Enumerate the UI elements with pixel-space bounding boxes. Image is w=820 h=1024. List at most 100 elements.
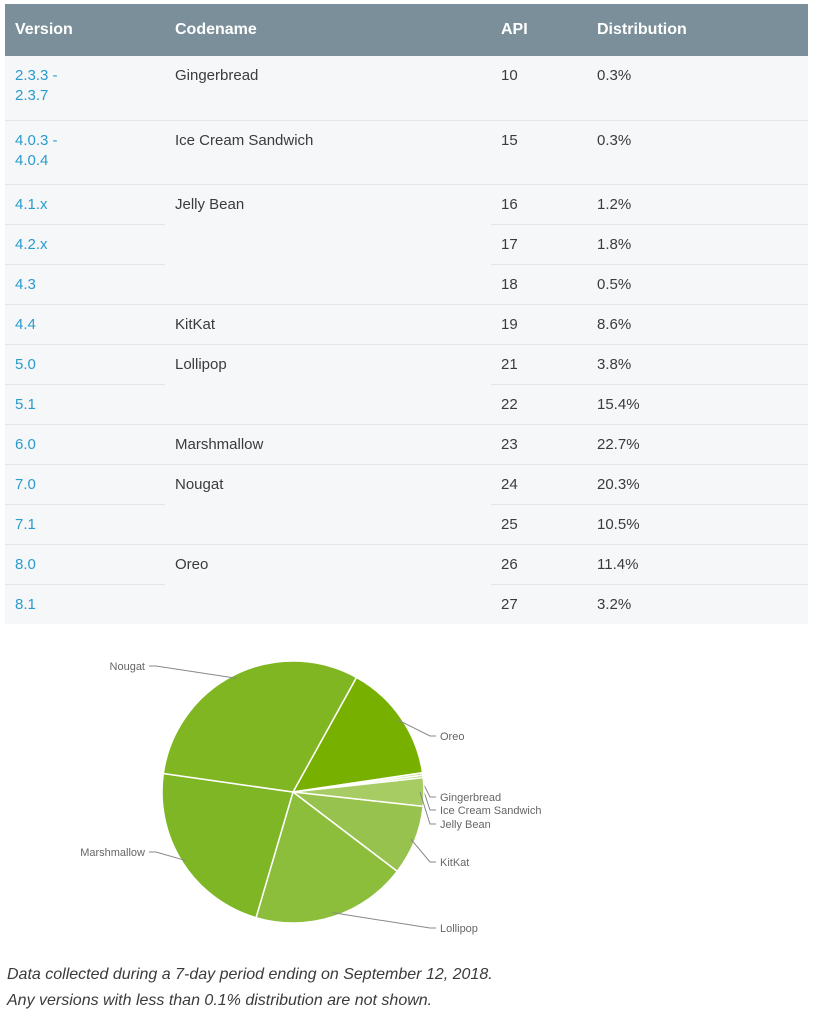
distribution-cell: 22.7% — [587, 423, 808, 464]
distribution-cell: 0.3% — [587, 119, 808, 184]
pie-label: Marshmallow — [80, 847, 145, 859]
table-row: 8.1 27 3.2% — [5, 583, 808, 624]
codename-cell: Marshmallow — [165, 423, 491, 464]
distribution-table-container: Version Codename API Distribution 2.3.3 … — [5, 4, 808, 624]
version-cell: 4.3 — [5, 263, 165, 304]
header-distribution: Distribution — [587, 4, 808, 56]
version-cell: 4.2.x — [5, 223, 165, 264]
header-codename: Codename — [165, 4, 491, 56]
table-row: 4.1.x Jelly Bean 16 1.2% — [5, 183, 808, 304]
table-row: 7.1 25 10.5% — [5, 503, 808, 544]
table-row: 7.0 Nougat 24 20.3% — [5, 463, 808, 544]
table-row: 4.2.x 17 1.8% — [5, 223, 808, 264]
table-row: 8.0 Oreo 26 11.4% — [5, 543, 808, 624]
codename-cell: Lollipop — [165, 343, 491, 424]
leader-line — [149, 851, 187, 862]
api-cell: 21 — [491, 343, 587, 384]
leader-line — [149, 665, 237, 679]
api-cell: 27 — [491, 583, 587, 624]
distribution-cell: 15.4% — [587, 383, 808, 424]
header-version: Version — [5, 4, 165, 56]
footnote-line-1: Data collected during a 7-day period end… — [7, 966, 493, 983]
version-link[interactable]: 7.0 — [15, 475, 36, 493]
table-row: 4.4 KitKat 19 8.6% — [5, 303, 808, 344]
codename-cell: Oreo — [165, 543, 491, 624]
pie-slice-lollipop — [255, 790, 399, 924]
codename-cell: Nougat — [165, 463, 491, 544]
pie-label: KitKat — [440, 857, 469, 869]
version-link[interactable]: 5.0 — [15, 355, 36, 373]
header-api: API — [491, 4, 587, 56]
api-cell: 15 — [491, 119, 587, 184]
pie-label: Nougat — [110, 661, 145, 673]
version-cell: 5.0 — [5, 343, 165, 384]
version-cell: 7.1 — [5, 503, 165, 544]
distribution-pie-chart: Oreo Gingerbread Ice Cream Sandwich Jelly B… — [0, 640, 820, 940]
api-cell: 19 — [491, 303, 587, 344]
leader-line — [332, 912, 436, 929]
distribution-cell: 0.5% — [587, 263, 808, 304]
distribution-table: Version Codename API Distribution 2.3.3 … — [5, 4, 808, 624]
codename-cell: Ice Cream Sandwich — [165, 119, 491, 184]
table-row: 5.1 22 15.4% — [5, 383, 808, 424]
api-cell: 23 — [491, 423, 587, 464]
version-cell: 8.1 — [5, 583, 165, 624]
pie-label: Ice Cream Sandwich — [440, 805, 542, 817]
pie-label: Lollipop — [440, 923, 478, 935]
footnote: Data collected during a 7-day period end… — [7, 962, 807, 1014]
version-cell: 8.0 — [5, 543, 165, 584]
api-cell: 25 — [491, 503, 587, 544]
version-link[interactable]: 4.1.x — [15, 195, 48, 213]
api-cell: 26 — [491, 543, 587, 584]
pie-label: Oreo — [440, 731, 464, 743]
pie-label: Gingerbread — [440, 792, 501, 804]
distribution-cell: 10.5% — [587, 503, 808, 544]
leader-line — [397, 719, 436, 737]
version-cell: 6.0 — [5, 423, 165, 464]
leader-line — [419, 791, 436, 825]
version-cell: 4.1.x — [5, 183, 165, 224]
table-row: 4.3 18 0.5% — [5, 263, 808, 304]
distribution-cell: 1.8% — [587, 223, 808, 264]
api-cell: 18 — [491, 263, 587, 304]
distribution-cell: 11.4% — [587, 543, 808, 584]
version-link[interactable]: 6.0 — [15, 435, 36, 453]
version-cell: 2.3.3 - 2.3.7 — [5, 56, 165, 120]
version-link[interactable]: 7.1 — [15, 515, 36, 533]
table-row: 4.0.3 - 4.0.4 Ice Cream Sandwich 15 0.3% — [5, 119, 808, 184]
pie-slice-oreo — [291, 676, 424, 793]
footnote-line-2: Any versions with less than 0.1% distrib… — [7, 992, 433, 1009]
distribution-cell: 20.3% — [587, 463, 808, 504]
api-cell: 24 — [491, 463, 587, 504]
codename-cell: Jelly Bean — [165, 183, 491, 304]
pie-slice-nougat — [162, 660, 358, 793]
table-row: 6.0 Marshmallow 23 22.7% — [5, 423, 808, 464]
version-link[interactable]: 4.4 — [15, 315, 36, 333]
version-link[interactable]: 8.1 — [15, 595, 36, 613]
codename-cell: Gingerbread — [165, 56, 491, 120]
version-cell: 7.0 — [5, 463, 165, 504]
distribution-cell: 0.3% — [587, 56, 808, 120]
version-cell: 5.1 — [5, 383, 165, 424]
leader-line — [410, 838, 436, 863]
api-cell: 22 — [491, 383, 587, 424]
pie-label: Jelly Bean — [440, 819, 491, 831]
version-cell: 4.4 — [5, 303, 165, 344]
version-link[interactable]: 4.2.x — [15, 235, 48, 253]
version-link[interactable]: 4.3 — [15, 275, 36, 293]
distribution-cell: 8.6% — [587, 303, 808, 344]
distribution-cell: 1.2% — [587, 183, 808, 224]
version-link[interactable]: 4.0.3 - 4.0.4 — [15, 131, 58, 169]
api-cell: 16 — [491, 183, 587, 224]
codename-cell: KitKat — [165, 303, 491, 344]
api-cell: 10 — [491, 56, 587, 120]
version-link[interactable]: 2.3.3 - 2.3.7 — [15, 67, 58, 104]
table-row: 2.3.3 - 2.3.7 Gingerbread 10 0.3% — [5, 56, 808, 120]
distribution-cell: 3.2% — [587, 583, 808, 624]
api-cell: 17 — [491, 223, 587, 264]
version-link[interactable]: 5.1 — [15, 395, 36, 413]
pie-slice-marshmallow — [161, 772, 294, 919]
table-row: 5.0 Lollipop 21 3.8% — [5, 343, 808, 424]
version-link[interactable]: 8.0 — [15, 555, 36, 573]
